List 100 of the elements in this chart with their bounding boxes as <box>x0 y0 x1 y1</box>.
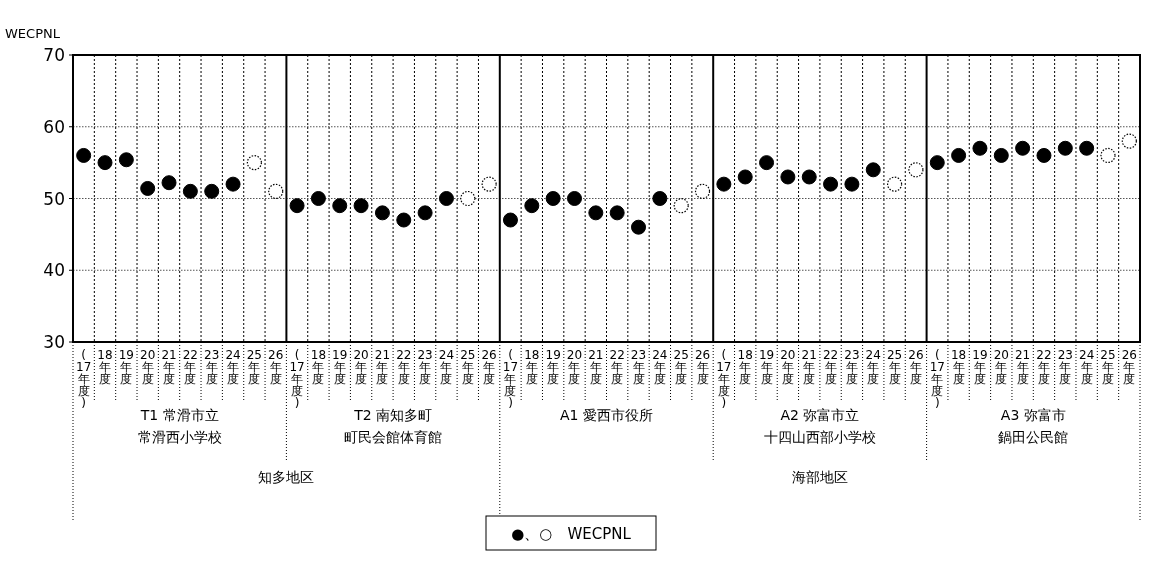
x-tick-label: 26年度 <box>268 348 284 386</box>
point <box>481 176 497 192</box>
point <box>908 162 924 178</box>
x-tick-label: 21年度 <box>1014 348 1031 386</box>
x-tick-label: (17年度) <box>716 348 732 410</box>
text: T1 常滑市立 <box>139 407 219 423</box>
x-tick-label: 20年度 <box>140 348 156 386</box>
x-tick-label: (17年度) <box>929 348 945 410</box>
text: 町民会館体育館 <box>344 429 443 445</box>
text: A1 愛西市役所 <box>560 407 653 423</box>
point <box>97 155 113 171</box>
point <box>694 183 711 199</box>
x-tick-label: 21年度 <box>588 348 604 386</box>
x-tick-label: 22年度 <box>1036 348 1052 386</box>
x-tick-label: 20年度 <box>993 348 1009 386</box>
point <box>182 183 198 199</box>
text: 十四山西部小学校 <box>763 429 876 445</box>
x-tick-label: 25年度 <box>246 348 263 386</box>
point <box>118 152 134 168</box>
point <box>993 147 1009 163</box>
point <box>204 183 220 199</box>
x-tick-label: 18年度 <box>310 348 327 386</box>
x-tick-label: (17年度) <box>289 348 305 410</box>
point <box>332 198 348 214</box>
x-tick-label: 24年度 <box>438 348 455 386</box>
point <box>1121 133 1137 149</box>
point <box>1036 147 1052 163</box>
x-tick-label: 23年度 <box>204 348 220 386</box>
x-tick-label: 20年度 <box>780 348 796 386</box>
point <box>1015 140 1031 156</box>
point <box>588 205 604 221</box>
point <box>844 176 860 192</box>
x-tick-label: 23年度 <box>844 348 860 386</box>
y-tick-label: 70 <box>43 45 65 65</box>
x-tick-label: 25年度 <box>886 348 903 386</box>
x-tick-label: 24年度 <box>652 348 668 386</box>
point <box>353 198 369 214</box>
text: 鍋田公民館 <box>998 429 1069 445</box>
point <box>609 205 625 221</box>
point <box>140 180 156 196</box>
point <box>865 162 881 178</box>
point <box>780 169 796 185</box>
point <box>374 205 390 221</box>
text: 常滑西小学校 <box>137 429 222 445</box>
point <box>438 191 454 206</box>
point <box>524 198 540 214</box>
x-tick-label: (17年度) <box>502 348 519 410</box>
x-tick-label: 24年度 <box>865 348 881 386</box>
point <box>502 212 518 228</box>
point <box>652 191 668 206</box>
x-tick-label: (17年度) <box>76 348 92 410</box>
x-tick-label: 19年度 <box>118 348 134 386</box>
x-tick-label: 25年度 <box>673 348 689 386</box>
x-tick-label: 18年度 <box>97 348 113 386</box>
point <box>396 212 412 228</box>
x-tick-label: 18年度 <box>737 348 753 386</box>
point <box>972 140 988 156</box>
text: A2 弥富市立 <box>780 407 860 423</box>
point <box>161 175 177 191</box>
x-tick-label: 26年度 <box>908 348 924 386</box>
point <box>460 190 476 207</box>
x-tick-label: 24年度 <box>225 348 241 386</box>
x-tick-label: 24年度 <box>1079 348 1095 386</box>
point <box>225 176 241 192</box>
x-tick-label: 22年度 <box>822 348 839 386</box>
point <box>1100 147 1116 164</box>
y-tick-label: 40 <box>43 260 65 281</box>
x-tick-label: 18年度 <box>524 348 540 386</box>
point <box>1079 140 1095 156</box>
point <box>737 169 753 185</box>
x-tick-label: 19年度 <box>332 348 348 386</box>
x-tick-label: 20年度 <box>353 348 369 386</box>
x-tick-label: 25年度 <box>1100 348 1116 386</box>
point <box>246 155 262 171</box>
x-tick-label: 23年度 <box>630 348 647 386</box>
point <box>929 155 945 171</box>
x-tick-label: 19年度 <box>758 348 775 386</box>
x-tick-label: 19年度 <box>972 348 988 386</box>
y-axis-title: WECPNL <box>5 26 61 41</box>
point <box>545 191 561 206</box>
x-tick-label: 21年度 <box>801 348 817 386</box>
point <box>823 176 839 192</box>
point <box>716 176 732 192</box>
point <box>289 198 305 214</box>
point <box>759 155 775 171</box>
y-tick-label: 50 <box>43 188 65 209</box>
text: A3 弥富市 <box>1000 407 1066 423</box>
point <box>1057 140 1073 156</box>
x-tick-label: 22年度 <box>182 348 199 386</box>
point <box>886 176 903 192</box>
x-tick-label: 21年度 <box>161 348 177 386</box>
x-tick-label: 26年度 <box>1121 348 1137 386</box>
point <box>76 147 92 163</box>
x-tick-label: 25年度 <box>460 348 476 386</box>
x-tick-label: 22年度 <box>396 348 412 386</box>
x-tick-label: 26年度 <box>481 348 497 386</box>
x-tick-label: 20年度 <box>566 348 583 386</box>
point <box>673 198 689 214</box>
text: 知多地区 <box>258 469 315 485</box>
point <box>268 183 284 199</box>
